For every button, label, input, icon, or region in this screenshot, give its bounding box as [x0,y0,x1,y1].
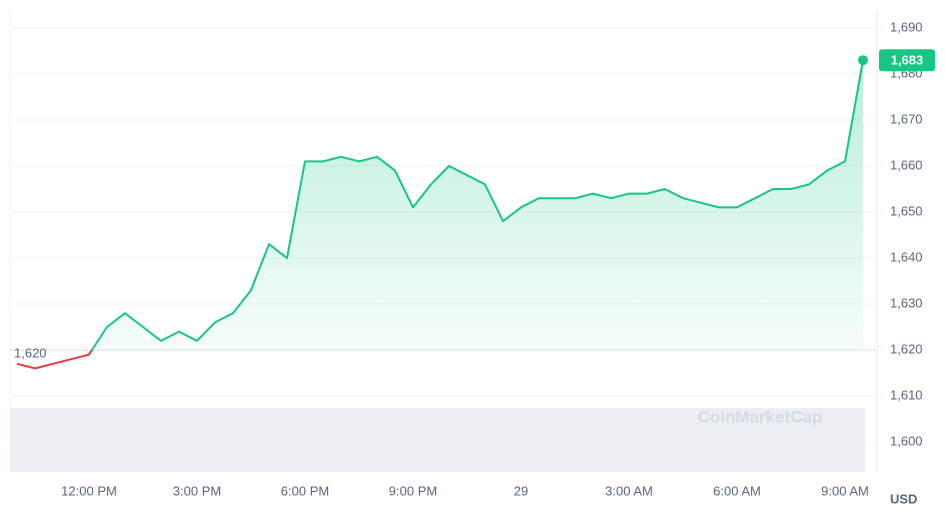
y-tick-label: 1,670 [890,111,923,126]
x-tick-label: 9:00 AM [821,483,869,498]
currency: USD [890,491,917,506]
watermark: CoinMarketCap [698,407,823,426]
y-tick-label: 1,600 [890,433,923,448]
volume-band [10,408,865,472]
x-tick-label: 3:00 AM [605,483,653,498]
x-tick-label: 6:00 PM [281,483,329,498]
x-tick-label: 3:00 PM [173,483,221,498]
x-tick-label: 6:00 AM [713,483,761,498]
price-line [16,60,864,370]
y-tick-label: 1,640 [890,249,923,264]
baseline-label: 1,620 [14,345,47,360]
x-tick-label: 29 [514,483,528,498]
x-tick-label: 12:00 PM [61,483,117,498]
x-tick-label: 9:00 PM [389,483,437,498]
price-badge [879,49,935,72]
last-point [858,55,868,66]
y-tick-label: 1,630 [890,295,923,310]
y-tick-label: 1,610 [890,387,923,402]
y-tick-label: 1,650 [890,203,923,218]
y-tick-label: 1,690 [890,19,923,34]
area [17,60,863,350]
y-tick-label: 1,660 [890,157,923,172]
y-tick-label: 1,620 [890,341,923,356]
price-label: 1,683 [891,53,924,68]
